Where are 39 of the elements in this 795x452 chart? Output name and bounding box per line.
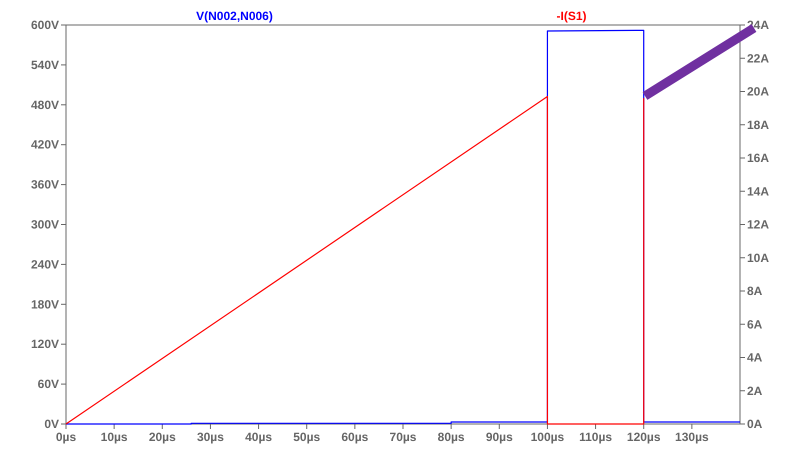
x-tick-label: 0µs [56,430,76,444]
x-tick-label: 80µs [438,430,465,444]
y-tick-label: 240V [30,257,59,272]
y2-tick-label: 16A [747,151,770,165]
x-tick-label: 70µs [390,430,417,444]
x-tick-label: 50µs [293,430,321,444]
x-tick-label: 90µs [486,430,514,444]
y2-tick-label: 8A [747,284,763,298]
y-tick-label: 60V [38,377,59,392]
y2-tick-label: 2A [747,384,763,398]
text: -I(S1) [556,9,587,23]
y-tick-label: 120V [30,337,59,352]
x-tick-label: 30µs [196,430,224,444]
y-tick-label: 480V [30,98,59,112]
y2-tick-label: 14A [747,184,770,198]
x-tick-label: 20µs [148,430,176,444]
y-tick-label: 420V [30,138,59,152]
x-tick-label: 100µs [530,430,565,444]
y-tick-label: 300V [30,218,59,232]
y2-tick-label: 6A [747,317,763,332]
y-tick-label: 360V [30,178,59,192]
y2-tick-label: 0A [747,417,763,431]
x-tick-label: 120µs [626,430,661,444]
y2-tick-label: 20A [747,84,770,98]
y2-tick-label: 10A [747,250,770,265]
text: V(N002,N006) [196,9,273,23]
y-tick-label: 540V [30,58,59,72]
y2-tick-label: 22A [747,51,770,66]
x-tick-label: 60µs [341,430,369,444]
y2-tick-label: 12A [747,218,770,232]
x-tick-label: 110µs [579,430,612,444]
y2-tick-label: 4A [747,350,763,364]
y-tick-label: 600V [30,18,59,32]
x-tick-label: 40µs [245,430,272,444]
y2-tick-label: 18A [747,118,770,132]
y-tick-label: 180V [30,297,59,312]
x-tick-label: 130µs [675,430,709,444]
x-tick-label: 10µs [100,430,128,444]
y-tick-label: 0V [44,417,59,431]
